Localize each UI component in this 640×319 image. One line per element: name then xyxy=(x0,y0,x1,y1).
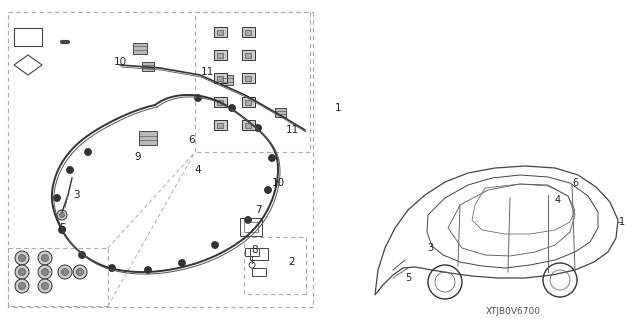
Bar xyxy=(241,27,255,37)
Bar xyxy=(244,29,252,34)
Circle shape xyxy=(42,283,49,290)
Bar xyxy=(214,50,227,60)
Text: 3: 3 xyxy=(73,190,79,200)
Bar xyxy=(240,218,262,236)
Text: 4: 4 xyxy=(555,195,561,205)
Text: 1: 1 xyxy=(619,217,625,227)
Circle shape xyxy=(109,264,115,271)
Circle shape xyxy=(42,269,49,276)
Circle shape xyxy=(15,251,29,265)
Circle shape xyxy=(38,279,52,293)
Text: 7: 7 xyxy=(255,205,261,215)
Bar xyxy=(217,76,223,80)
Text: 4: 4 xyxy=(195,165,202,175)
Text: 9: 9 xyxy=(134,152,141,162)
Circle shape xyxy=(211,241,218,249)
Bar xyxy=(244,222,258,232)
Text: 11: 11 xyxy=(285,125,299,135)
Bar xyxy=(142,62,154,70)
Bar xyxy=(217,122,223,128)
Text: 6: 6 xyxy=(189,135,195,145)
Bar xyxy=(244,122,252,128)
Bar xyxy=(241,97,255,107)
Bar xyxy=(217,29,223,34)
Bar xyxy=(252,268,266,276)
Bar xyxy=(221,75,233,85)
Circle shape xyxy=(269,154,275,161)
Text: XTJB0V6700: XTJB0V6700 xyxy=(486,308,541,316)
Bar xyxy=(214,27,227,37)
Bar xyxy=(244,53,252,57)
Bar xyxy=(244,100,252,105)
Bar xyxy=(214,73,227,83)
Circle shape xyxy=(19,255,26,262)
Circle shape xyxy=(19,269,26,276)
Circle shape xyxy=(38,265,52,279)
Circle shape xyxy=(58,226,65,234)
Circle shape xyxy=(54,195,61,202)
Text: 5: 5 xyxy=(405,273,411,283)
Circle shape xyxy=(15,279,29,293)
Text: 1: 1 xyxy=(335,103,341,113)
Circle shape xyxy=(42,255,49,262)
Bar xyxy=(133,42,147,54)
Bar xyxy=(250,248,268,260)
Bar xyxy=(139,131,157,145)
Text: 10: 10 xyxy=(113,57,127,67)
Circle shape xyxy=(179,259,186,266)
Circle shape xyxy=(38,251,52,265)
Circle shape xyxy=(228,105,236,112)
Text: 10: 10 xyxy=(271,178,285,188)
Circle shape xyxy=(195,94,202,101)
Circle shape xyxy=(255,124,262,131)
Bar xyxy=(275,108,285,116)
Bar xyxy=(245,248,259,256)
Circle shape xyxy=(264,187,271,194)
Text: 5: 5 xyxy=(59,223,65,233)
Circle shape xyxy=(19,283,26,290)
Bar xyxy=(244,76,252,80)
Bar xyxy=(214,120,227,130)
Bar xyxy=(217,100,223,105)
Text: 6: 6 xyxy=(572,178,578,188)
Circle shape xyxy=(79,251,86,258)
Circle shape xyxy=(84,149,92,155)
Circle shape xyxy=(73,265,87,279)
Text: 2: 2 xyxy=(289,257,295,267)
Bar xyxy=(241,73,255,83)
Circle shape xyxy=(67,167,74,174)
Circle shape xyxy=(145,266,152,273)
Circle shape xyxy=(15,265,29,279)
Circle shape xyxy=(61,269,68,276)
Text: 11: 11 xyxy=(200,67,214,77)
Text: 3: 3 xyxy=(427,243,433,253)
Bar xyxy=(14,28,42,46)
Bar xyxy=(217,53,223,57)
Circle shape xyxy=(58,265,72,279)
Circle shape xyxy=(57,210,67,220)
Circle shape xyxy=(244,217,252,224)
Circle shape xyxy=(60,212,65,218)
Text: 8: 8 xyxy=(252,245,259,255)
Bar xyxy=(214,97,227,107)
Circle shape xyxy=(77,269,83,276)
Bar xyxy=(241,50,255,60)
Bar xyxy=(241,120,255,130)
